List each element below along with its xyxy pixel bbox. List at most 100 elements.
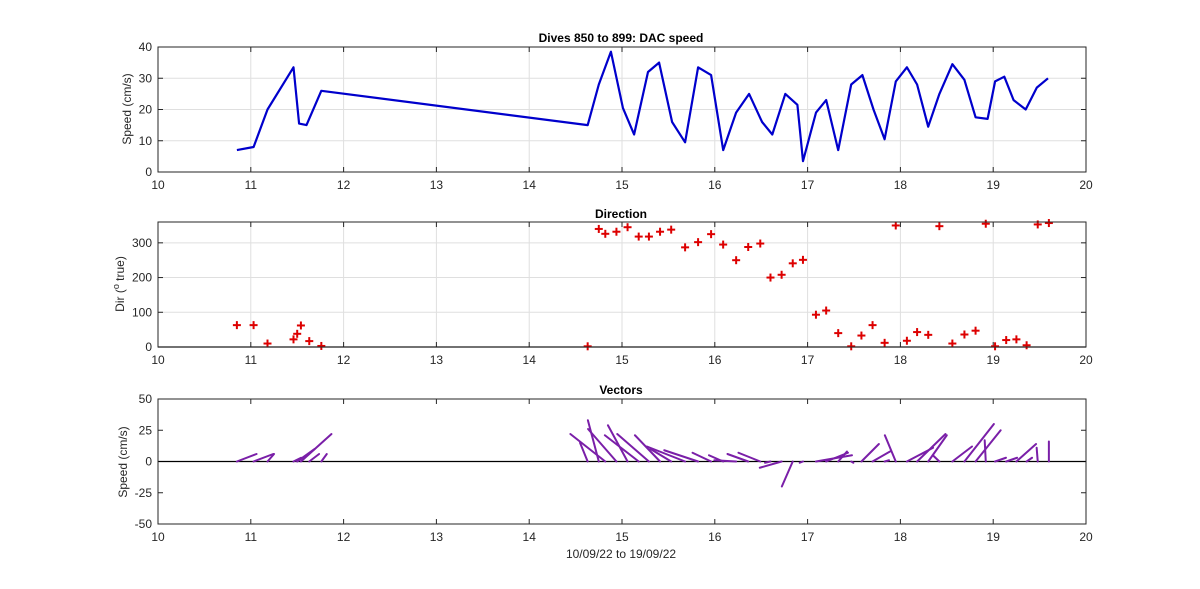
direction-plot-frame: [157, 221, 1087, 348]
direction-point: [924, 330, 933, 339]
direction-point: [612, 227, 621, 236]
vector-stick: [837, 450, 848, 463]
direction-point: [811, 310, 820, 319]
vector-stick: [320, 453, 328, 463]
vectors-y-tick-label: -25: [135, 486, 153, 500]
vector-stick: [951, 445, 974, 463]
vector-stick: [860, 443, 880, 463]
direction-point: [263, 339, 272, 348]
speed-x-tick-label: 19: [987, 178, 1001, 192]
speed-y-tick-label: 10: [139, 134, 153, 148]
vector-stick: [663, 449, 700, 463]
vector-stick: [737, 451, 762, 463]
direction-point: [583, 342, 592, 351]
direction-point: [857, 331, 866, 340]
direction-y-tick-label: 100: [132, 305, 152, 319]
direction-point: [902, 336, 911, 345]
vectors-y-tick-label: 50: [139, 392, 153, 406]
vectors-x-tick-label: 10: [151, 530, 165, 544]
direction-point: [1044, 219, 1053, 228]
vector-stick: [579, 441, 589, 463]
direction-point: [777, 270, 786, 279]
direction-point: [971, 326, 980, 335]
vector-stick: [994, 456, 1007, 463]
direction-point: [719, 240, 728, 249]
direction-x-tick-label: 15: [615, 353, 629, 367]
direction-x-tick-label: 16: [708, 353, 722, 367]
vectors-y-axis-label: Speed (cm/s): [116, 426, 130, 497]
direction-point: [834, 329, 843, 338]
direction-point: [880, 338, 889, 347]
vector-stick: [883, 459, 890, 463]
direction-y-tick-label: 0: [145, 340, 152, 354]
direction-point: [991, 342, 1000, 351]
vector-stick: [587, 428, 618, 463]
direction-y-tick-label: 300: [132, 236, 152, 250]
vector-stick: [645, 445, 687, 463]
vector-stick: [798, 460, 804, 464]
vector-stick: [931, 454, 941, 463]
speed-x-tick-label: 13: [430, 178, 444, 192]
speed-x-tick-label: 10: [151, 178, 165, 192]
direction-point: [707, 230, 716, 239]
direction-point: [913, 328, 922, 337]
speed-panel: Dives 850 to 899: DAC speed Speed (cm/s)…: [120, 31, 1093, 192]
vectors-x-tick-label: 11: [245, 530, 258, 544]
speed-chart-title: Dives 850 to 899: DAC speed: [539, 31, 704, 45]
direction-point: [317, 341, 326, 350]
vector-stick: [1005, 456, 1019, 463]
direction-point: [822, 306, 831, 315]
vector-stick: [883, 434, 897, 463]
vectors-plot-frame: [157, 398, 1087, 525]
direction-grid: [158, 222, 1086, 347]
direction-point: [293, 329, 302, 338]
vector-stick: [726, 453, 750, 463]
vector-stick: [1025, 456, 1034, 463]
vectors-x-tick-label: 20: [1079, 530, 1093, 544]
vector-stick: [603, 434, 640, 463]
vector-stick: [308, 453, 321, 463]
direction-point: [694, 238, 703, 247]
vectors-y-tick-label: 25: [139, 423, 153, 437]
speed-y-tick-label: 20: [139, 103, 153, 117]
speed-x-tick-label: 11: [245, 178, 258, 192]
vector-stick: [974, 429, 1002, 463]
direction-point: [960, 330, 969, 339]
direction-chart-title: Direction: [595, 207, 647, 221]
direction-point: [868, 321, 877, 330]
direction-x-tick-label: 12: [337, 353, 351, 367]
direction-x-tick-label: 10: [151, 353, 165, 367]
speed-plot-frame: [157, 46, 1087, 173]
vectors-x-tick-label: 18: [894, 530, 908, 544]
direction-x-tick-label: 14: [523, 353, 537, 367]
direction-x-tick-label: 20: [1079, 353, 1093, 367]
direction-point: [594, 224, 603, 233]
direction-point: [644, 232, 653, 241]
vector-stick: [850, 460, 855, 464]
direction-point: [948, 339, 957, 348]
vector-stick: [963, 423, 995, 463]
direction-point: [788, 259, 797, 268]
direction-panel: Direction Dir (o true) 10 11 12 13 14 15 16 17 1…: [111, 207, 1093, 367]
vector-stick: [606, 424, 629, 463]
vectors-y-tick-label: -50: [135, 517, 153, 531]
vector-stick: [616, 433, 650, 463]
direction-point: [656, 227, 665, 236]
direction-point: [601, 229, 610, 238]
direction-point: [981, 219, 990, 228]
direction-point: [289, 335, 298, 344]
vectors-x-tick-label: 13: [430, 530, 444, 544]
vectors-x-axis-label: 10/09/22 to 19/09/22: [566, 547, 676, 561]
speed-x-tick-label: 17: [801, 178, 815, 192]
direction-x-tick-label: 19: [987, 353, 1001, 367]
vectors-x-tick-label: 12: [337, 530, 351, 544]
vector-stick: [569, 433, 607, 463]
vectors-x-tick-label: 14: [523, 530, 537, 544]
vector-stick: [916, 433, 947, 463]
vector-stick: [633, 434, 662, 463]
vectors-chart-title: Vectors: [599, 383, 643, 397]
direction-point: [744, 243, 753, 251]
direction-x-tick-label: 11: [245, 353, 258, 367]
vector-stick: [252, 453, 275, 463]
